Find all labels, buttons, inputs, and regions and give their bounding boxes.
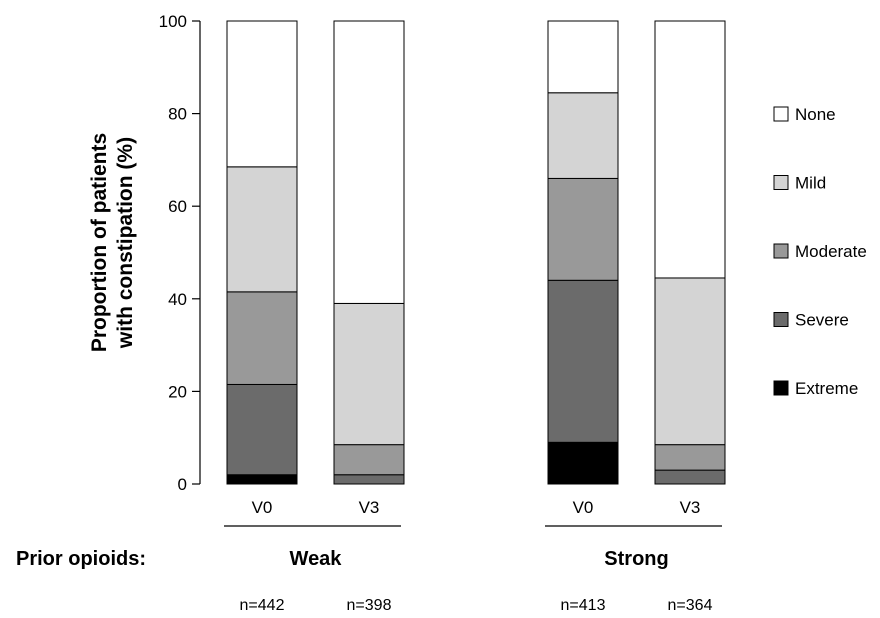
group-label: Strong: [604, 548, 668, 570]
group-label: Weak: [290, 548, 343, 570]
stacked-bar-1: [226, 20, 298, 485]
bar-segment-mild: [654, 277, 726, 446]
group-strong: Strong: [545, 525, 722, 570]
bar-segment-severe: [547, 279, 619, 443]
sample-size-label: n=364: [668, 597, 713, 614]
bar-segment-moderate: [226, 291, 298, 385]
legend-swatch: [773, 243, 789, 259]
sample-size-label: n=442: [240, 597, 285, 614]
bars-layer: [226, 20, 726, 485]
bar-segment-moderate: [547, 177, 619, 281]
y-axis: 0 20 40 60 80 100: [159, 12, 201, 494]
bar-segment-none: [226, 20, 298, 168]
bar-segment-moderate: [654, 444, 726, 471]
group-weak: Weak: [224, 525, 401, 570]
legend-label: Mild: [795, 174, 826, 193]
y-axis-title-line: with constipation (%): [114, 137, 137, 349]
legend-item-severe: Severe: [773, 311, 849, 330]
stacked-bar-3: [547, 20, 619, 485]
category-label: V3: [680, 498, 701, 517]
y-tick-label: 40: [168, 290, 187, 309]
y-tick-label: 20: [168, 382, 187, 401]
bar-segment-mild: [226, 166, 298, 293]
legend-swatch: [773, 380, 789, 396]
legend-label: Severe: [795, 311, 849, 330]
legend-item-moderate: Moderate: [773, 242, 867, 261]
bar-segment-extreme: [226, 474, 298, 485]
bar-segment-severe: [654, 469, 726, 485]
y-tick-label: 0: [178, 475, 187, 494]
legend-item-mild: Mild: [773, 174, 826, 193]
y-tick-label: 60: [168, 197, 187, 216]
bar-segment-extreme: [547, 441, 619, 485]
bar-segment-mild: [547, 92, 619, 179]
legend-label: Extreme: [795, 379, 858, 398]
legend-label: Moderate: [795, 242, 867, 261]
bar-segment-mild: [333, 302, 405, 446]
bar-segment-severe: [333, 474, 405, 485]
y-tick-label: 100: [159, 12, 187, 31]
x-axis-categories: V0 V3 V0 V3: [252, 498, 701, 517]
bar-segment-moderate: [333, 444, 405, 476]
category-label: V0: [252, 498, 273, 517]
category-label: V3: [359, 498, 380, 517]
y-axis-title: Proportion of patients with constipation …: [88, 133, 137, 352]
y-tick-label: 80: [168, 105, 187, 124]
bar-segment-none: [654, 20, 726, 279]
bar-segment-severe: [226, 383, 298, 476]
stacked-bar-4: [654, 20, 726, 485]
row-label: Prior opioids:: [16, 548, 146, 570]
legend: None Mild Moderate Severe Extreme: [773, 105, 867, 398]
stacked-bar-2: [333, 20, 405, 485]
legend-swatch: [773, 175, 789, 190]
bar-segment-none: [547, 20, 619, 94]
legend-swatch: [773, 106, 789, 122]
group-labels: Prior opioids: Weak Strong n=442 n=398 n=413 n…: [16, 525, 722, 614]
legend-item-none: None: [773, 105, 836, 124]
legend-item-extreme: Extreme: [773, 379, 858, 398]
legend-swatch: [773, 312, 789, 327]
sample-size-label: n=398: [347, 597, 392, 614]
legend-label: None: [795, 105, 836, 124]
sample-size-label: n=413: [561, 597, 606, 614]
bar-segment-none: [333, 20, 405, 304]
y-axis-title-line: Proportion of patients: [88, 133, 111, 352]
category-label: V0: [573, 498, 594, 517]
